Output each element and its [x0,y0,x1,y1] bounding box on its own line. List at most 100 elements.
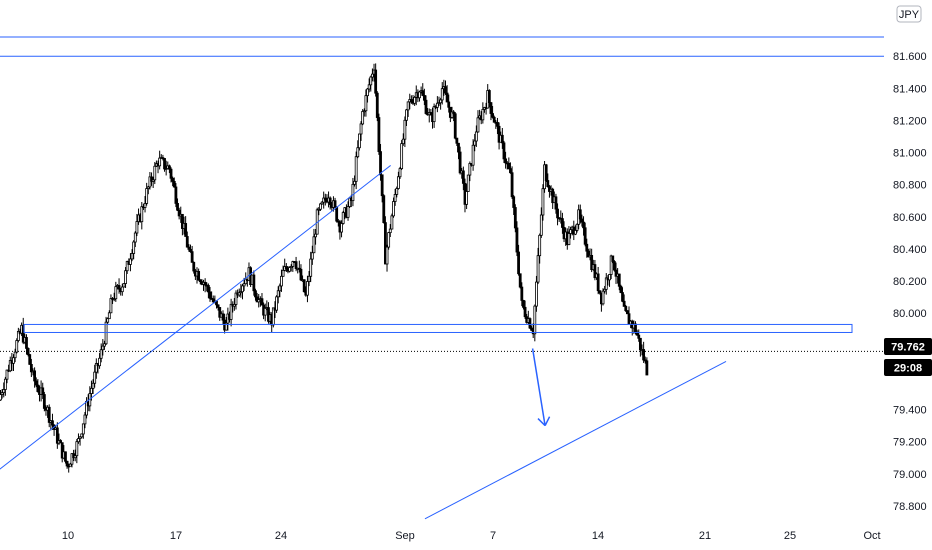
candle-body [25,337,28,349]
candle [364,89,368,117]
candle-body [335,206,339,222]
candle [598,290,602,295]
candle [302,279,306,293]
candle-body [197,271,201,281]
candle [440,82,444,105]
trendline[interactable] [0,165,391,481]
candle [60,442,64,463]
candle [275,295,278,313]
candle [83,412,87,429]
candle-body [432,106,436,123]
candle [487,89,491,108]
candle-body [413,96,417,104]
candle-body [401,138,405,145]
candle-body [289,265,293,268]
candle [369,75,373,92]
candle-body [150,176,153,182]
candle [554,193,558,214]
candle-body [638,337,642,351]
candle-body [114,286,118,300]
candle-body [176,203,179,211]
candle [491,105,494,119]
candle-body [252,274,256,292]
candle-body [124,270,127,284]
candle-body [151,179,155,182]
candle-body [601,290,605,305]
candle-body [645,360,649,376]
candle [619,284,623,294]
candle [232,298,236,311]
candle-body [513,207,517,229]
candle-body [125,261,129,272]
candle [2,382,6,398]
candle-body [510,172,514,198]
candle-body [83,414,87,425]
candle [354,151,358,190]
candle-body [291,261,295,267]
candle-body [551,188,555,204]
trendline[interactable] [424,360,727,520]
candle-body [13,351,17,359]
price-axis[interactable]: 81.600 81.400 81.200 81.000 80.800 80.600 80.4… [884,5,932,513]
candle [81,423,85,439]
time-axis[interactable]: 10 17 24 Sep 7 14 21 25 Oct [62,530,881,542]
candle [187,244,191,252]
candle [587,248,590,258]
candle-body [81,423,85,435]
candle-body [621,292,624,302]
candle [91,379,95,395]
currency-badge[interactable]: JPY [896,5,922,23]
candle [492,115,496,123]
candle-body [307,275,311,282]
candle [135,213,139,237]
candle [122,283,126,288]
candle-body [260,298,264,306]
candle-body [229,303,233,320]
x-tick-label: 24 [275,530,287,542]
candle [234,290,238,310]
candle [80,433,84,439]
candle-body [377,117,381,152]
candle [29,358,33,378]
candle-body [509,168,512,174]
candle-body [328,197,332,205]
projection-arrow-head[interactable] [537,418,546,427]
candle [405,108,408,126]
support-zone-rectangle[interactable] [23,323,853,333]
candle [315,207,319,235]
candle [78,436,82,446]
candle [103,340,106,350]
candle-body [583,227,587,245]
candle-body [422,95,426,101]
drawings-layer[interactable] [0,36,884,520]
candle-body [598,290,602,294]
candle-body [333,200,337,208]
candle [351,177,355,207]
candle [101,339,105,356]
candle-body [390,215,394,230]
candle [453,111,457,140]
projection-arrow-head[interactable] [544,416,551,426]
candle [424,95,428,115]
candle-body [187,246,191,250]
plot-area[interactable] [0,36,884,520]
projection-arrow-shaft[interactable] [531,348,546,426]
candle-body [512,196,516,208]
candle-body [21,324,25,343]
candle [309,251,313,283]
candle [284,263,288,272]
candle-body [539,214,543,236]
candle [177,207,181,220]
candle-body [192,261,196,272]
candle [294,256,298,272]
candle-body [619,285,623,293]
candle [109,294,113,314]
candle-body [180,213,184,229]
candle [229,298,233,327]
candle [385,244,389,272]
candle [312,228,316,254]
candle [164,160,168,176]
candle-body [609,255,613,275]
candle-body [444,86,447,94]
